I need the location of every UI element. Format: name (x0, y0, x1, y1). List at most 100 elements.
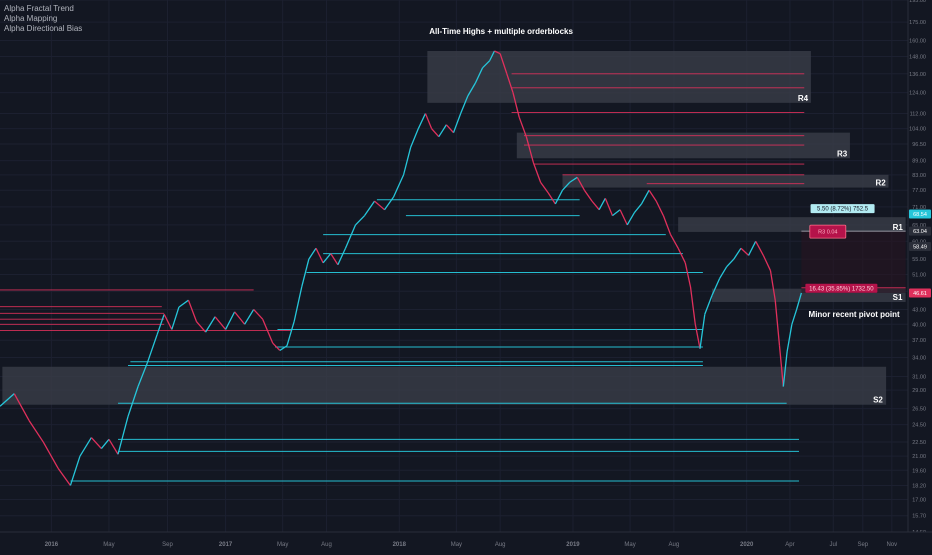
price-point (748, 255, 750, 257)
zone-label: R2 (875, 179, 886, 188)
zone-label: R1 (893, 223, 904, 232)
price-segment (648, 189, 657, 202)
price-segment (374, 200, 385, 211)
price-segment (499, 53, 508, 74)
price-segment (694, 324, 701, 349)
price-segment (547, 192, 556, 205)
price-segment (626, 212, 635, 226)
price-segment (253, 309, 264, 320)
target-label-box (810, 204, 875, 214)
price-segment (117, 416, 129, 455)
price-segment (171, 306, 180, 330)
time-axis (0, 532, 932, 550)
price-point (655, 200, 657, 202)
price-point (393, 196, 395, 198)
price-point (410, 146, 412, 148)
zone-r1 (678, 217, 906, 232)
x-tick-label: May (624, 542, 635, 548)
price-point (315, 247, 317, 249)
y-tick-label: 37.00 (912, 338, 926, 344)
price-segment (108, 439, 119, 455)
price-segment (540, 182, 549, 194)
price-segment (506, 73, 514, 93)
zone-r2 (562, 174, 889, 188)
price-point (791, 323, 793, 325)
price-segment (640, 189, 650, 205)
x-tick-label: 2016 (45, 542, 59, 548)
price-point (648, 189, 650, 191)
price-segment (494, 50, 501, 55)
price-segment (512, 92, 520, 118)
price-point (604, 197, 606, 199)
x-tick-label: Nov (886, 542, 897, 548)
price-point (755, 240, 757, 242)
price-series (0, 50, 803, 486)
zone-label: R4 (798, 94, 809, 103)
price-point (205, 331, 207, 333)
price-point (684, 262, 686, 264)
y-tick-label: 77.00 (912, 188, 926, 194)
indicator-name[interactable]: Alpha Fractal Trend (4, 4, 74, 13)
price-point (345, 247, 347, 249)
price-point (330, 253, 332, 255)
price-point (591, 200, 593, 202)
price-point (79, 455, 81, 457)
price-point (583, 189, 585, 191)
price-point (438, 136, 440, 138)
price-segment (467, 82, 476, 97)
price-point (711, 295, 713, 297)
y-tick-label: 104.00 (909, 127, 926, 133)
price-point (156, 334, 158, 336)
y-tick-label: 65.00 (912, 223, 926, 229)
x-tick-label: Sep (162, 542, 173, 548)
y-tick-label: 26.50 (912, 407, 926, 413)
x-tick-label: May (277, 542, 288, 548)
indicator-name[interactable]: Alpha Directional Bias (4, 24, 83, 33)
price-segment (562, 181, 571, 191)
mid-label-box (809, 224, 847, 239)
price-segment (598, 198, 606, 211)
price-point (355, 224, 357, 226)
price-point (525, 136, 527, 138)
price-point (512, 92, 514, 94)
price-segment (286, 321, 295, 347)
price-segment (187, 299, 198, 322)
price-point (13, 393, 15, 395)
price-segment (699, 314, 706, 349)
price-point (740, 247, 742, 249)
indicator-name[interactable]: Alpha Mapping (4, 14, 58, 23)
stop-label: 16.43 (35.85%) 1732.50 (809, 286, 874, 292)
price-segment (0, 393, 15, 407)
price-point (626, 224, 628, 226)
price-segment (569, 176, 578, 183)
price-point (460, 113, 462, 115)
x-tick-label: Jul (829, 542, 837, 548)
price-segment (402, 147, 412, 176)
price-segment (438, 124, 447, 138)
price-axis (908, 0, 932, 550)
price-segment (383, 196, 395, 211)
price-point (699, 348, 701, 350)
price-point (694, 323, 696, 325)
price-segment (178, 299, 189, 308)
target-label: 5.50 (8.72%) 752.5 (817, 207, 869, 213)
price-point (494, 50, 496, 52)
price-segment (127, 386, 139, 417)
price-segment (747, 240, 757, 256)
price-point (308, 258, 310, 260)
y-tick-label: 21.00 (912, 454, 926, 460)
x-tick-label: Apr (785, 542, 794, 548)
price-tag-label: 68.54 (913, 212, 927, 218)
price-segment (525, 136, 535, 164)
y-tick-label: 17.00 (912, 497, 926, 503)
price-segment (355, 215, 365, 226)
price-point (137, 386, 139, 388)
price-point (801, 292, 803, 294)
price-segment (482, 60, 491, 69)
price-point (188, 299, 190, 301)
price-segment (392, 174, 405, 198)
price-point (704, 313, 706, 315)
y-tick-label: 31.00 (912, 374, 926, 380)
price-segment (755, 240, 764, 256)
